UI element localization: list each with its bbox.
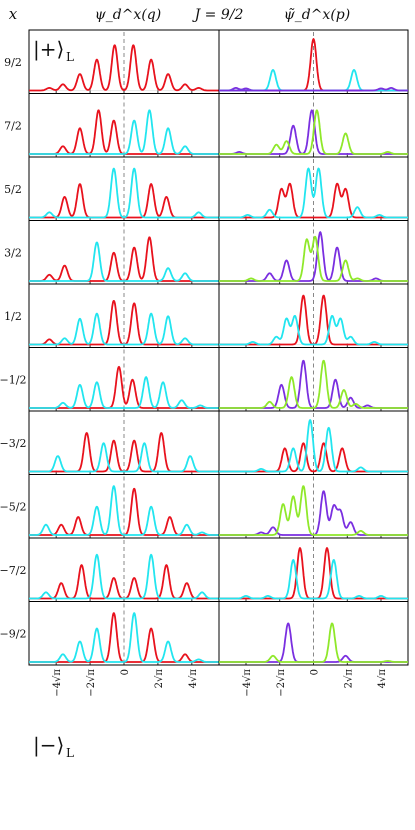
series-cyan-right-row7-1 xyxy=(218,419,409,473)
panel-right-8 xyxy=(218,474,409,539)
series-green-right-row6-1 xyxy=(218,359,409,409)
x-tick-label-left-3: 2√π xyxy=(154,669,165,689)
panel-right-5 xyxy=(218,283,409,348)
x-tick-label-left-4: 4√π xyxy=(188,669,199,689)
panel-left-10 xyxy=(28,601,220,666)
series-cyan-left-row5-1 xyxy=(28,312,220,346)
panel-right-7 xyxy=(218,410,409,475)
series-green-right-row2-1 xyxy=(218,109,409,155)
series-purple-right-row1-3 xyxy=(218,87,409,92)
series-purple-right-row4-0 xyxy=(218,231,409,282)
panel-right-9 xyxy=(218,537,409,602)
row-label-6: −1/2 xyxy=(0,373,26,386)
series-red-right-row3-0 xyxy=(218,182,409,219)
panel-left-5 xyxy=(28,283,220,348)
series-cyan-left-row8-1 xyxy=(28,485,220,536)
x-tick-label-right-4: 4√π xyxy=(377,669,388,689)
x-tick-labels: −4√π −2√π 0 2√π 4√π −4√π −2√π 0 2√π 4√π xyxy=(52,669,388,697)
row-axis-label: x xyxy=(9,5,18,23)
ket-plus-subscript: L xyxy=(66,50,74,64)
ket-plus-label: |+⟩ L xyxy=(33,37,74,64)
x-tick-label-left-1: −2√π xyxy=(86,669,97,697)
row-label-9: −7/2 xyxy=(0,564,26,577)
panel-right-6 xyxy=(218,347,409,412)
ket-plus: |+⟩ xyxy=(33,37,64,62)
panel-right-4 xyxy=(218,220,409,285)
series-cyan-left-row4-1 xyxy=(28,241,220,282)
series-green-right-row10-1 xyxy=(218,622,409,663)
x-tick-label-left-2: 0 xyxy=(120,669,131,675)
panel-left-3 xyxy=(28,156,220,221)
x-tick-label-right-0: −4√π xyxy=(242,669,253,697)
row-label-1: 9/2 xyxy=(4,56,22,69)
ket-minus-label: |−⟩ L xyxy=(33,733,74,760)
row-label-3: 5/2 xyxy=(4,183,22,196)
series-cyan-left-row7-1 xyxy=(28,442,220,473)
x-tick-label-right-2: 0 xyxy=(310,669,321,675)
series-green-right-row4-1 xyxy=(218,235,409,282)
panel-left-2 xyxy=(28,93,220,158)
row-label-4: 3/2 xyxy=(4,246,22,259)
panel-right-2 xyxy=(218,93,409,158)
panel-left-4 xyxy=(28,220,220,285)
series-green-right-row8-1 xyxy=(218,485,409,536)
panel-grid xyxy=(28,29,409,666)
series-red-left-row1-0 xyxy=(28,44,220,92)
series-cyan-left-row6-1 xyxy=(28,376,220,409)
panel-left-6 xyxy=(28,347,220,412)
ket-minus-subscript: L xyxy=(66,746,74,760)
series-cyan-right-row5-1 xyxy=(218,315,409,346)
row-label-7: −3/2 xyxy=(0,437,26,450)
series-cyan-left-row9-1 xyxy=(28,553,220,600)
row-label-8: −5/2 xyxy=(0,500,26,513)
panel-right-10 xyxy=(218,601,409,666)
panel-left-9 xyxy=(28,537,220,602)
row-label-2: 7/2 xyxy=(4,119,22,132)
panel-left-8 xyxy=(28,474,220,539)
series-cyan-right-row9-1 xyxy=(218,559,409,600)
panel-right-3 xyxy=(218,156,409,221)
panel-left-7 xyxy=(28,410,220,475)
right-column-title: ψ̃_d^x(p) xyxy=(284,7,350,23)
row-labels: 9/2 7/2 5/2 3/2 1/2 −1/2 −3/2 −5/2 −7/2 −9/2 xyxy=(0,56,26,641)
x-tick-label-right-1: −2√π xyxy=(276,669,287,697)
j-value-label: J = 9/2 xyxy=(192,7,244,23)
series-cyan-left-row3-1 xyxy=(28,167,220,219)
series-cyan-left-row10-1 xyxy=(28,612,220,663)
row-label-5: 1/2 xyxy=(4,310,22,323)
row-label-10: −9/2 xyxy=(0,627,26,640)
series-red-left-row6-0 xyxy=(28,365,220,409)
x-tick-label-right-3: 2√π xyxy=(343,669,354,689)
series-cyan-right-row3-1 xyxy=(218,167,409,219)
panel-right-1 xyxy=(218,29,409,94)
x-tick-label-left-0: −4√π xyxy=(52,669,63,697)
ket-minus: |−⟩ xyxy=(33,733,64,758)
series-cyan-left-row2-1 xyxy=(28,109,220,155)
series-cyan-right-row1-2 xyxy=(218,69,409,92)
left-column-title: ψ_d^x(q) xyxy=(95,7,161,23)
